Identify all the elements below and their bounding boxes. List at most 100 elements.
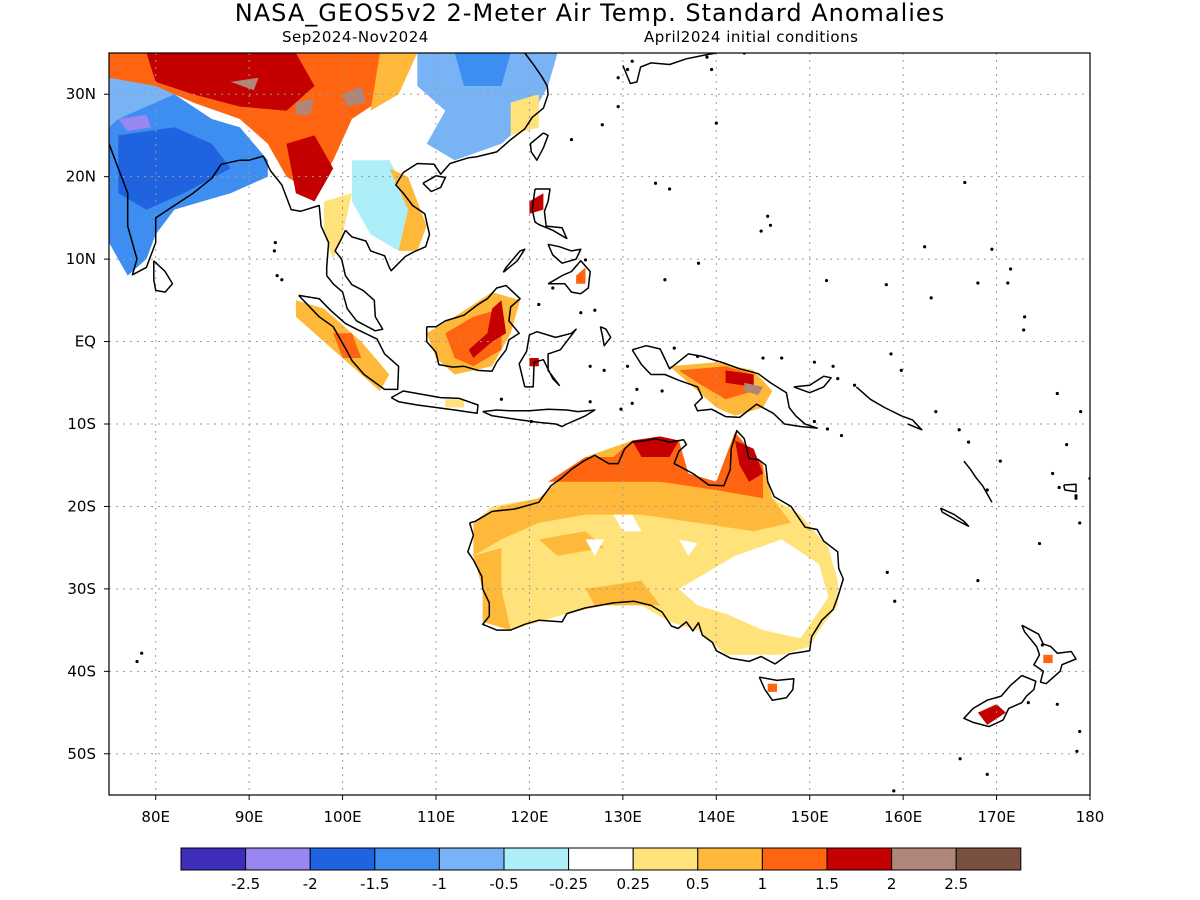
anomaly-region-mindanao-warm (576, 267, 586, 284)
island-mark (625, 67, 630, 72)
island-mark (616, 76, 620, 80)
island-mark (635, 387, 639, 391)
colorbar-swatch (955, 847, 1022, 871)
lon-tick-label: 100E (324, 808, 362, 826)
island-mark (976, 579, 980, 583)
lon-tick-label: 170E (978, 808, 1016, 826)
lat-tick-label: EQ (75, 333, 96, 351)
axis-ticks: 80E 90E 100E 110E 120E 130E 140E 150E 160E 170E 18… (66, 85, 1105, 826)
lon-tick-label: 150E (791, 808, 829, 826)
lon-tick-label: 80E (141, 808, 170, 826)
anomaly-region-thailand-warm (323, 193, 352, 260)
island-mark (761, 356, 765, 360)
island-mark (831, 364, 835, 368)
lat-tick-label: 20N (66, 168, 96, 186)
island-mark (759, 229, 763, 233)
chart-title: NASA_GEOS5v2 2-Meter Air Temp. Standard … (234, 0, 946, 27)
coastlines (109, 53, 1090, 793)
lon-tick-label: 90E (235, 808, 264, 826)
island-mark (616, 104, 620, 109)
coastline-visayas-coast (547, 243, 582, 264)
island-mark (710, 67, 714, 72)
colorbar: -2.5 -2 -1.5 -1 -0.5 -0.25 0.25 0.5 1 1.5 2 2.5 (180, 847, 1022, 893)
anomaly-region-tibet-brown-3 (342, 86, 366, 107)
lat-tick-label: 30N (66, 85, 96, 103)
island-mark (630, 401, 634, 405)
island-mark (1079, 410, 1083, 414)
island-mark (619, 407, 623, 411)
island-mark (839, 433, 844, 438)
island-mark (966, 440, 971, 444)
island-mark (1074, 494, 1078, 498)
island-mark (272, 249, 276, 253)
island-mark (1037, 541, 1042, 546)
island-mark (140, 651, 144, 655)
anomaly-region-aus-very-hot-cape (735, 440, 763, 482)
island-mark (885, 570, 889, 575)
island-mark (824, 278, 829, 283)
anomaly-region-java-warm (445, 399, 464, 408)
coastline-java-coast (390, 390, 479, 415)
coastline-malay-peninsula-coast (326, 229, 384, 332)
lon-tick-label: 130E (604, 808, 642, 826)
colorbar-swatch (761, 847, 828, 871)
colorbar-swatch (180, 847, 247, 871)
coastline-srilanka-coast (153, 260, 174, 293)
island-mark (1040, 643, 1044, 647)
coastline-japan-kyushu-coast (622, 53, 717, 85)
colorbar-label: 0.5 (686, 875, 710, 893)
island-mark (836, 377, 840, 381)
coastline-new-caledonia-coast (939, 507, 970, 527)
island-mark (660, 389, 664, 393)
island-mark (579, 311, 583, 315)
anomaly-region-aus-hot-north (548, 432, 763, 499)
island-mark (998, 459, 1002, 463)
colorbar-label: 0.25 (616, 875, 649, 893)
anomaly-region-tibet-brown-2 (295, 98, 315, 115)
island-mark (889, 352, 893, 356)
anomaly-region-aus-orange-west (473, 432, 791, 556)
colorbar-swatch (891, 847, 957, 871)
island-mark (934, 410, 938, 414)
anomaly-region-aus-orange-mid (538, 531, 605, 556)
colorbar-swatch (826, 847, 893, 871)
island-mark (958, 757, 962, 761)
coastline-australia-coast (467, 429, 845, 665)
anomaly-region-nz-north-hot (1043, 654, 1053, 664)
anomaly-region-tibet-brown-1 (230, 77, 259, 91)
coastline-india-coast (109, 143, 240, 276)
island-mark (696, 261, 701, 265)
lon-tick-label: 140E (697, 808, 735, 826)
forecast-period: Sep2024-Nov2024 (282, 28, 429, 46)
colorbar-swatch (568, 847, 634, 871)
island-mark (705, 55, 709, 59)
island-mark (892, 789, 896, 793)
lat-tick-label: 40S (67, 662, 96, 680)
island-mark (588, 364, 592, 368)
island-mark (990, 247, 994, 251)
coastline-china-inland-coast (524, 53, 526, 54)
coastline-tasmania-coast (758, 676, 795, 701)
anomaly-region-aus-white-3 (678, 539, 698, 556)
island-mark (588, 400, 592, 404)
island-mark (1026, 701, 1030, 705)
lon-tick-label: 160E (884, 808, 922, 826)
anomaly-region-china-cool-core (454, 53, 511, 86)
island-mark (812, 360, 816, 364)
colorbar-label: -2 (303, 875, 318, 893)
island-mark (1075, 749, 1079, 753)
island-mark (780, 356, 784, 360)
coastline-hainan-coast (422, 175, 447, 193)
coastline-gulf-thailand-coast (344, 53, 549, 272)
island-mark (1023, 315, 1027, 319)
island-mark (663, 278, 667, 282)
island-mark (893, 599, 897, 603)
island-mark (630, 59, 634, 63)
island-mark (1074, 496, 1078, 500)
lat-tick-label: 10N (66, 250, 96, 268)
colorbar-label: 1.5 (815, 875, 839, 893)
anomaly-region-tasmania-hot (767, 683, 777, 692)
lat-tick-label: 10S (67, 415, 96, 433)
anomaly-region-aus-white-2 (585, 539, 605, 556)
